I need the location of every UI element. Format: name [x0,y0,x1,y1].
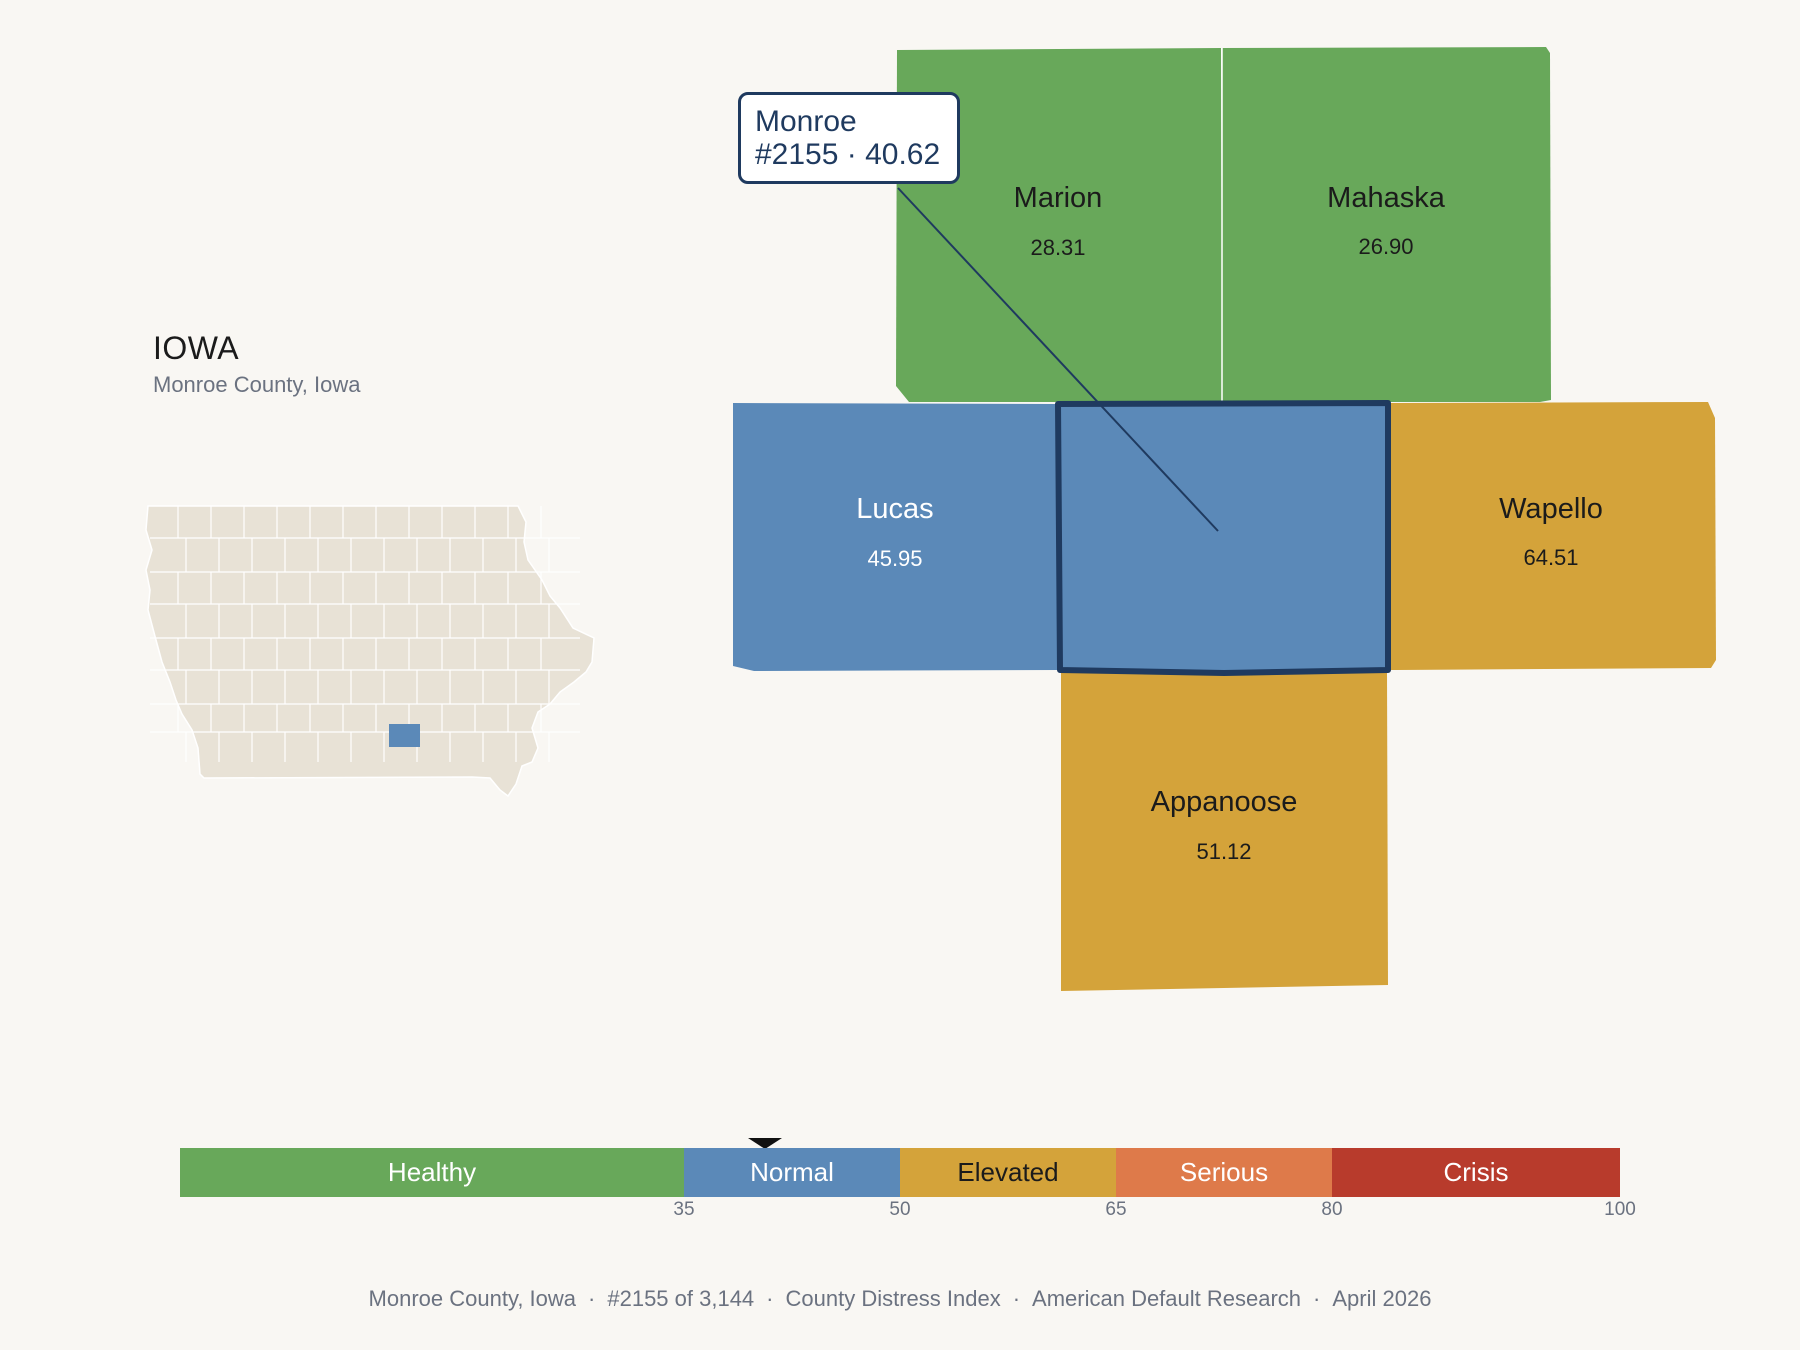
county-value-appanoose: 51.12 [1196,839,1251,864]
footer-index-name: County Distress Index [785,1286,1001,1311]
county-wapello[interactable]: Wapello 64.51 [1388,402,1716,670]
legend-segment-normal: Normal [684,1148,900,1197]
county-mahaska[interactable]: Mahaska 26.90 [1222,47,1551,402]
footer-county: Monroe County, Iowa [368,1286,577,1311]
footer-date: April 2026 [1332,1286,1432,1311]
monroe-inset-highlight [389,724,420,747]
county-map: Marion 28.31 Mahaska 26.90 Lucas 45.95 W… [733,47,1716,991]
county-monroe-selected[interactable] [1055,400,1391,676]
tooltip-county-name: Monroe [755,105,857,138]
county-shape-appanoose[interactable] [1061,672,1388,991]
county-label-lucas: Lucas [856,493,933,525]
county-value-wapello: 64.51 [1523,545,1578,570]
current-value-pointer-icon [748,1138,782,1149]
county-shape-mahaska[interactable] [1222,47,1551,402]
iowa-county-grid [150,506,580,762]
legend-segment-healthy: Healthy [180,1148,684,1197]
county-value-lucas: 45.95 [867,546,922,571]
legend-tick-35: 35 [673,1199,695,1220]
iowa-locator-map [145,505,595,798]
county-subtitle: Monroe County, Iowa [153,372,361,397]
state-title: IOWA [153,330,240,366]
county-label-marion: Marion [1014,182,1103,214]
county-shape-wapello[interactable] [1388,402,1716,670]
footer-rank: #2155 of 3,144 [607,1286,755,1311]
county-marion[interactable]: Marion 28.31 [896,48,1222,402]
county-value-mahaska: 26.90 [1358,234,1413,259]
legend-tick-50: 50 [889,1199,911,1220]
county-label-wapello: Wapello [1499,493,1603,525]
county-label-appanoose: Appanoose [1151,786,1298,818]
county-label-mahaska: Mahaska [1327,182,1446,214]
distress-scale-legend: Healthy Normal Elevated Serious Crisis [180,1148,1620,1197]
footer-source: American Default Research [1032,1286,1302,1311]
tooltip-rank-score: #2155 · 40.62 [755,138,941,171]
county-lucas[interactable]: Lucas 45.95 [733,403,1060,671]
legend-segment-elevated: Elevated [900,1148,1116,1197]
county-value-marion: 28.31 [1030,235,1085,260]
county-shape-monroe[interactable] [1055,400,1391,676]
legend-segment-crisis: Crisis [1332,1148,1620,1197]
county-shape-marion[interactable] [896,48,1222,402]
footer-caption: Monroe County, Iowa · #2155 of 3,144 · Count… [368,1286,1432,1311]
legend-tick-65: 65 [1105,1199,1127,1220]
legend-tick-100: 100 [1604,1199,1636,1220]
county-shape-lucas[interactable] [733,403,1060,671]
legend-tick-80: 80 [1321,1199,1343,1220]
legend-segment-serious: Serious [1116,1148,1332,1197]
county-appanoose[interactable]: Appanoose 51.12 [1061,672,1388,991]
county-tooltip: Monroe #2155 · 40.62 [738,92,960,184]
tooltip-leader-line [897,187,1219,532]
iowa-state-outline [145,505,595,798]
